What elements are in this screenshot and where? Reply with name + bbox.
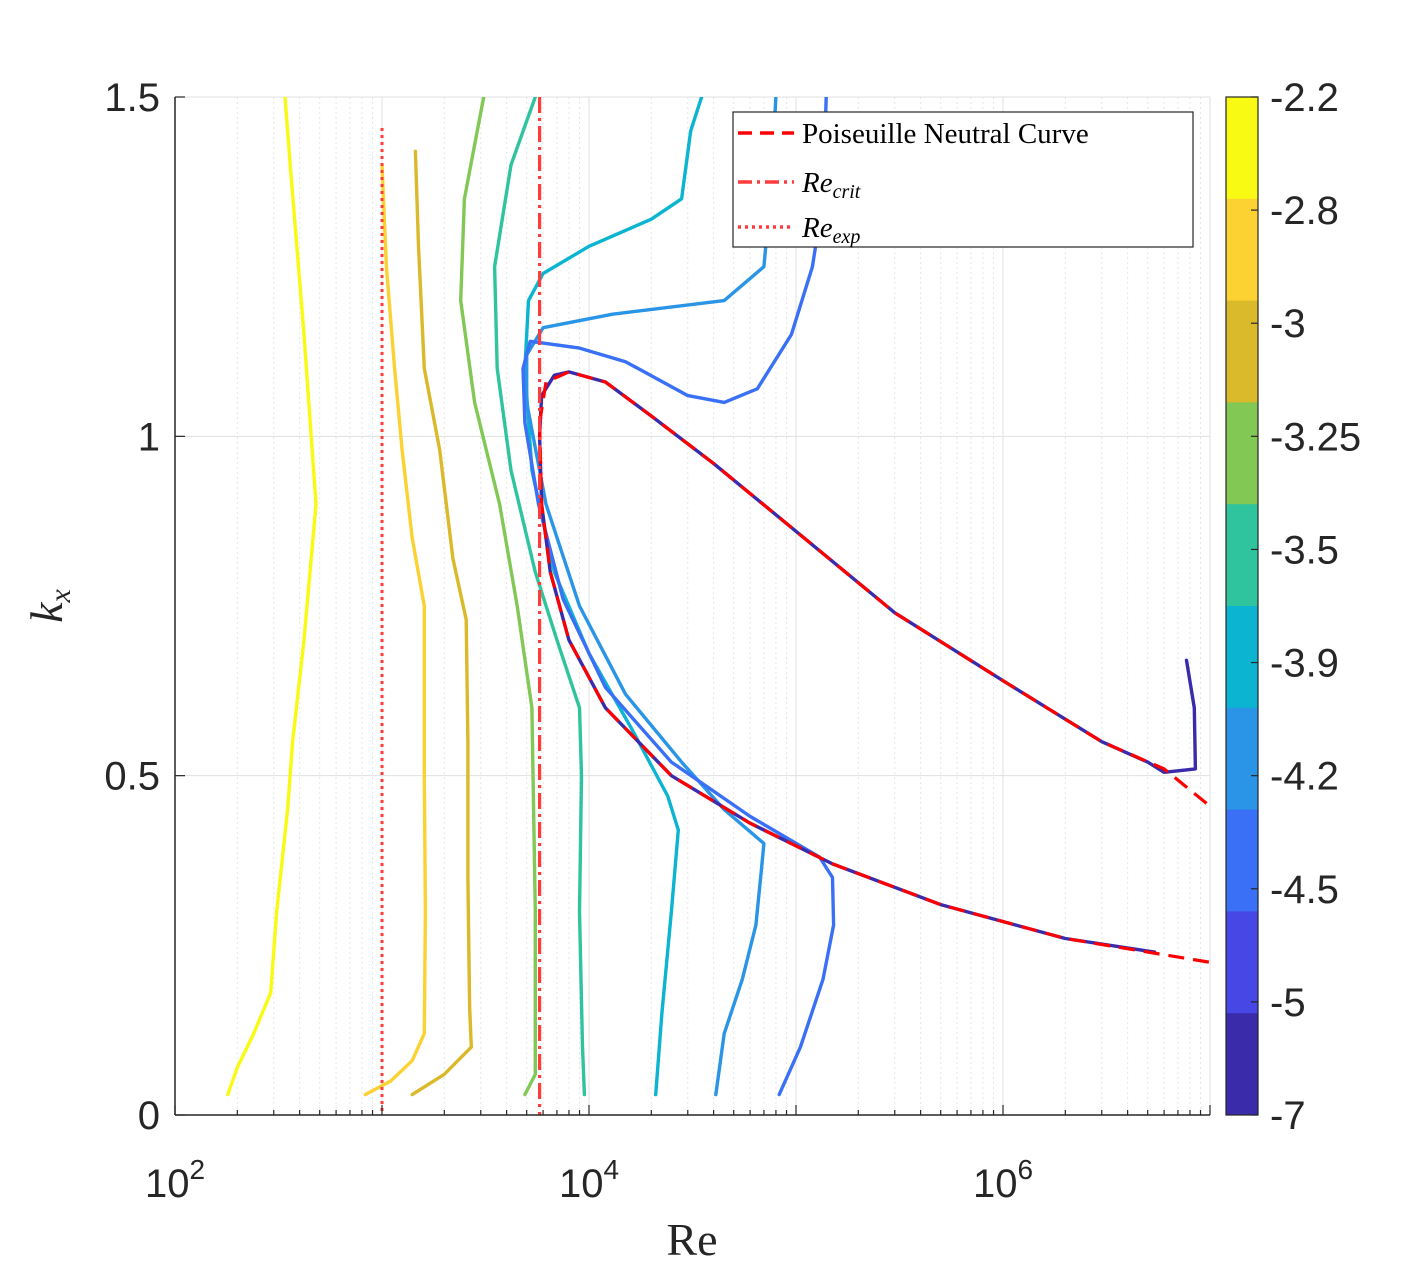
colorbar-label: -2.2	[1270, 76, 1339, 120]
neutral-curve	[538, 422, 1210, 964]
y-tick-label: 0.5	[104, 755, 160, 799]
colorbar-band	[1226, 707, 1258, 811]
legend-box	[732, 111, 1194, 248]
colorbar-label: -3	[1270, 302, 1306, 346]
y-tick-label: 1.5	[104, 76, 160, 120]
y-tick-label: 0	[138, 1094, 160, 1138]
colorbar-label: -2.8	[1270, 189, 1339, 233]
colorbar-label: -7	[1270, 1094, 1306, 1138]
colorbar-label: -3.5	[1270, 528, 1339, 572]
colorbar-band	[1226, 504, 1258, 607]
svg-text:kx: kx	[21, 588, 77, 622]
colorbar-band	[1226, 300, 1258, 403]
colorbar-band	[1226, 198, 1258, 302]
colorbar-band	[1226, 809, 1258, 912]
colorbar-label: -4.5	[1270, 868, 1339, 912]
x-tick-label: 102	[145, 1154, 205, 1206]
colorbar-label: -5	[1270, 981, 1306, 1025]
x-tick-label: 104	[559, 1154, 619, 1206]
legend-label-neutral: Poiseuille Neutral Curve	[802, 118, 1089, 150]
colorbar-frame	[1225, 96, 1259, 1116]
colorbar-label: -3.9	[1270, 642, 1339, 686]
legend: Poiseuille Neutral Curve Recrit Reexp	[732, 111, 1194, 248]
contour-line	[521, 97, 836, 1097]
legend-label-crit: Recrit	[801, 167, 861, 203]
contour-line	[492, 97, 587, 1097]
y-tick-label: 1	[138, 415, 160, 459]
contour-line	[226, 97, 318, 1097]
x-axis-label: Re	[666, 1214, 717, 1265]
colorbar-band	[1226, 402, 1258, 505]
axis-ticks	[174, 96, 1211, 1116]
colorbar-band	[1226, 97, 1258, 200]
colorbar-label: -4.2	[1270, 755, 1339, 799]
colorbar-label: -3.25	[1270, 415, 1361, 459]
x-tick-label: 106	[973, 1154, 1033, 1206]
colorbar: -2.2 -2.8 -3 -3.25 -3.5 -3.9 -4.2 -4.5 -5 -7	[1225, 76, 1361, 1138]
reference-lines	[380, 97, 1210, 1115]
contour-line	[459, 97, 537, 1097]
plot-area	[175, 97, 1210, 1115]
y-axis-label: kx	[21, 588, 77, 622]
colorbar-band	[1226, 606, 1258, 709]
y-tick-labels: 0 0.5 1 1.5	[104, 76, 160, 1138]
neutral-curve	[538, 370, 1210, 808]
colorbar-band	[1226, 911, 1258, 1014]
contour-line	[410, 149, 473, 1097]
contour-line	[363, 163, 428, 1097]
contour-line	[525, 97, 778, 1097]
legend-label-exp: Reexp	[801, 212, 860, 248]
x-tick-labels: 102 104 106	[145, 1154, 1033, 1206]
colorbar-band	[1226, 1013, 1258, 1116]
